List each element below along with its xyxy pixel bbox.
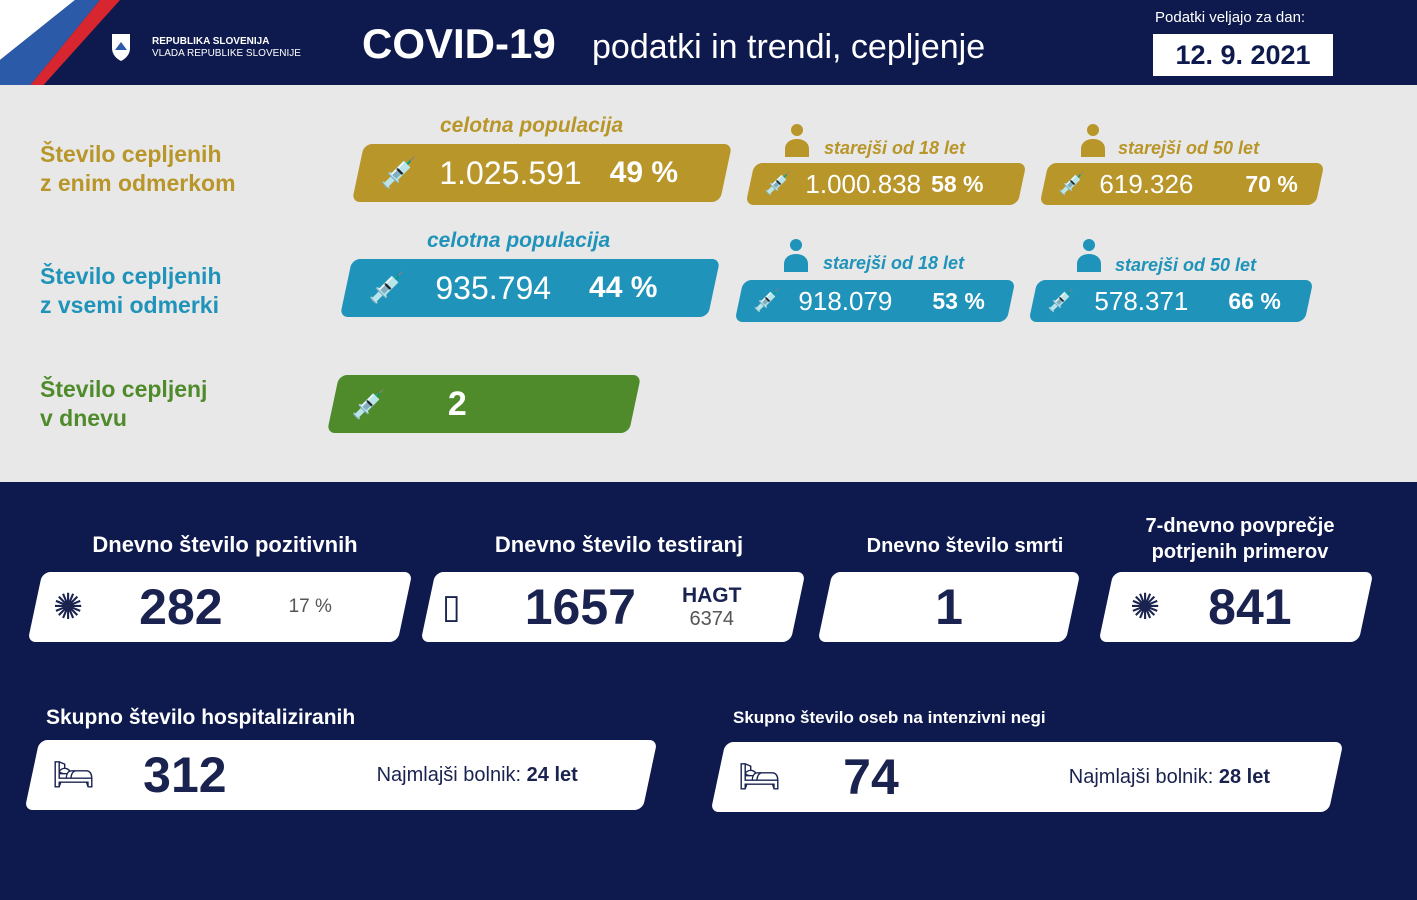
- person-icon: [785, 124, 809, 157]
- one-dose-label: Število cepljenih z enim odmerkom: [40, 140, 236, 198]
- icu-title: Skupno število oseb na intenzivni negi: [733, 708, 1046, 727]
- all-doses-over50-box: 💉 578.371 66 %: [1033, 280, 1309, 322]
- hospital-box: 🛏 312 Najmlajši bolnik: 24 let: [32, 740, 650, 810]
- pct: 49 %: [609, 156, 679, 189]
- label-line1: Število cepljenih: [40, 141, 222, 167]
- deaths-box: 1: [825, 572, 1073, 642]
- syringe-icon: 💉: [1058, 171, 1086, 196]
- tests-box: ▯ 1657 HAGT 6374: [428, 572, 798, 642]
- positive-title: Dnevno število pozitivnih: [92, 532, 358, 557]
- label-line2: z vsemi odmerki: [40, 292, 219, 318]
- title-line1: 7-dnevno povprečje: [1145, 515, 1335, 537]
- value: 935.794: [435, 269, 552, 306]
- pct: 17 %: [288, 596, 332, 617]
- syringes-icon: 💉: [1047, 288, 1075, 313]
- youngest-value: 24 let: [526, 763, 578, 786]
- avg7-box: ✺ 841: [1106, 572, 1366, 642]
- flag-ribbon-icon: [0, 0, 120, 110]
- syringe-icon: 💉: [764, 171, 792, 196]
- youngest-label: Najmlajši bolnik:: [376, 763, 522, 786]
- value: 2: [447, 384, 467, 423]
- value: 619.326: [1099, 168, 1194, 199]
- all-doses-label: Število cepljenih z vsemi odmerki: [40, 262, 222, 320]
- daily-vaccinations-box: 💉 2: [333, 375, 635, 433]
- caption: starejši od 50 let: [1118, 138, 1260, 158]
- person-icon: [1077, 239, 1101, 272]
- label-line1: Število cepljenj: [40, 376, 208, 402]
- caption: starejši od 18 let: [823, 253, 965, 273]
- syringes-icon: 💉: [368, 271, 406, 305]
- hagt-value: 6374: [689, 607, 734, 630]
- date-label: Podatki veljajo za dan:: [1155, 9, 1306, 26]
- person-icon: [1081, 124, 1105, 157]
- value: 312: [143, 747, 227, 803]
- pct: 44 %: [589, 271, 658, 304]
- syringes-icon: 💉: [753, 288, 781, 313]
- stats-section: [0, 482, 1417, 900]
- caption: celotna populacija: [427, 229, 611, 252]
- hospital-bed-icon: 🛏: [738, 758, 782, 796]
- caption: starejši od 50 let: [1115, 255, 1257, 275]
- one-dose-total-box: 💉 1.025.591 49 %: [358, 144, 726, 202]
- value: 1657: [524, 579, 636, 635]
- value: 1: [935, 579, 963, 635]
- youngest-value: 28 let: [1218, 765, 1271, 788]
- person-icon: [784, 239, 808, 272]
- hospital-title: Skupno število hospitaliziranih: [46, 706, 356, 729]
- hagt-label: HAGT: [681, 583, 742, 607]
- caption: starejši od 18 let: [824, 138, 966, 158]
- title-bold: COVID-19: [362, 20, 556, 67]
- youngest-label: Najmlajši bolnik:: [1068, 765, 1214, 788]
- value: 918.079: [798, 285, 893, 316]
- syringe-icon: 💉: [380, 156, 418, 190]
- label-line2: v dnevu: [40, 405, 127, 431]
- org-line2: VLADA REPUBLIKE SLOVENIJE: [152, 48, 301, 59]
- title-line2: potrjenih primerov: [1151, 541, 1329, 563]
- daily-label: Število cepljenj v dnevu: [40, 375, 207, 433]
- all-doses-total-box: 💉 935.794 44 %: [346, 259, 714, 317]
- one-dose-over50-box: 💉 619.326 70 %: [1044, 163, 1320, 205]
- label-line1: Število cepljenih: [40, 263, 222, 289]
- virus-icon: ✺: [1130, 586, 1161, 627]
- label-line2: z enim odmerkom: [40, 170, 236, 196]
- value: 74: [843, 749, 899, 805]
- value: 1.000.838: [805, 168, 922, 199]
- title-rest: podatki in trendi, cepljenje: [592, 28, 986, 66]
- avg7-title: 7-dnevno povprečje potrjenih primerov: [1110, 513, 1370, 565]
- pct: 66 %: [1228, 287, 1281, 314]
- value: 1.025.591: [439, 154, 582, 191]
- coat-of-arms-icon: [112, 34, 130, 61]
- one-dose-over18-box: 💉 1.000.838 58 %: [750, 163, 1022, 205]
- value: 841: [1208, 579, 1292, 635]
- value: 578.371: [1094, 285, 1189, 316]
- org-line1: REPUBLIKA SLOVENIJA: [152, 36, 270, 47]
- value: 282: [139, 579, 223, 635]
- test-kit-icon: ▯: [442, 588, 461, 626]
- youngest: Najmlajši bolnik: 24 let: [377, 764, 578, 787]
- hagt: HAGT 6374: [682, 584, 742, 631]
- youngest: Najmlajši bolnik: 28 let: [1069, 766, 1270, 789]
- icu-box: 🛏 74 Najmlajši bolnik: 28 let: [718, 742, 1336, 812]
- pct: 58 %: [931, 170, 984, 197]
- syringe-icon: 💉: [351, 388, 386, 420]
- virus-icon: ✺: [53, 586, 84, 627]
- hospital-bed-icon: 🛏: [52, 756, 96, 794]
- deaths-title: Dnevno število smrti: [866, 535, 1064, 557]
- caption: celotna populacija: [440, 114, 624, 137]
- pct: 70 %: [1245, 170, 1298, 197]
- date-value: 12. 9. 2021: [1153, 34, 1333, 76]
- positive-box: ✺ 282 17 %: [35, 572, 405, 642]
- all-doses-over18-box: 💉 918.079 53 %: [739, 280, 1011, 322]
- pct: 53 %: [932, 287, 985, 314]
- tests-title: Dnevno število testiranj: [494, 532, 744, 557]
